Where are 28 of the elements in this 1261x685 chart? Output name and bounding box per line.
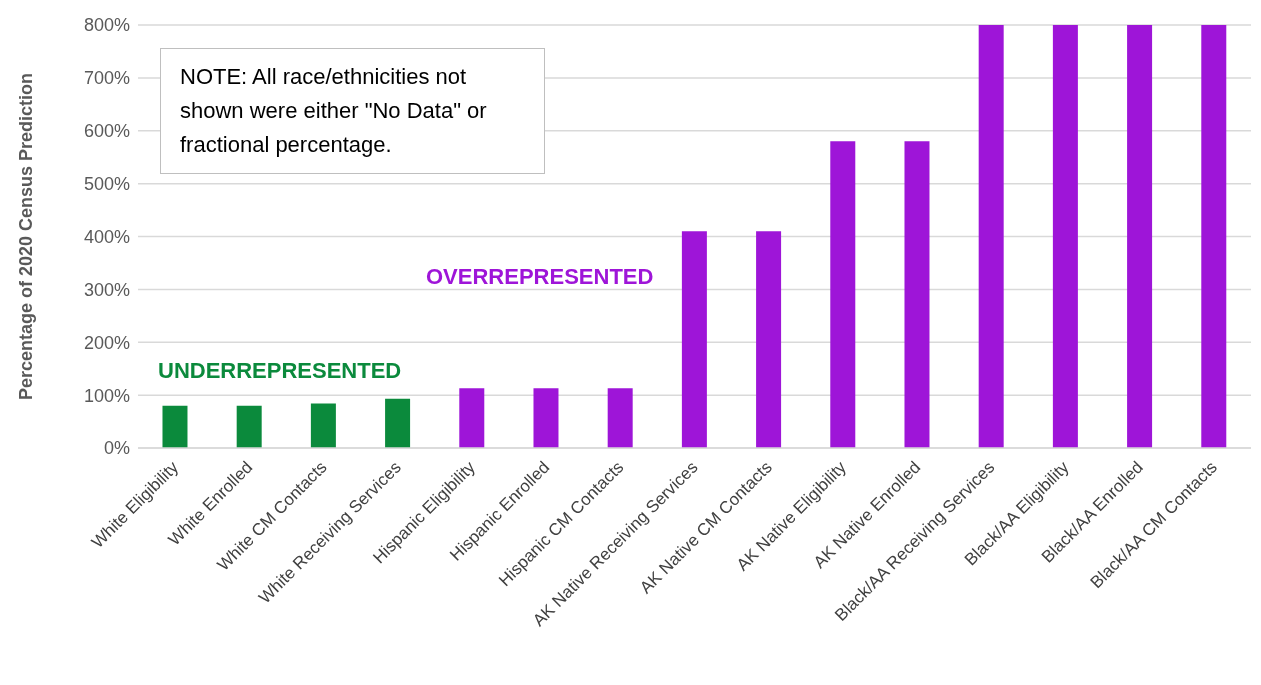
bar xyxy=(830,141,856,448)
y-axis-title: Percentage of 2020 Census Prediction xyxy=(16,72,37,401)
bar xyxy=(385,398,411,448)
annotation: UNDERREPRESENTED xyxy=(158,358,402,384)
y-tick-label: 600% xyxy=(83,121,130,142)
bar xyxy=(533,388,559,448)
annotation: OVERREPRESENTED xyxy=(426,264,654,290)
bar xyxy=(1201,25,1227,448)
bar xyxy=(1127,25,1153,448)
y-tick-label: 0% xyxy=(103,438,130,459)
bar xyxy=(162,405,188,448)
bar xyxy=(904,141,930,448)
y-tick-label: 300% xyxy=(83,279,130,300)
bar xyxy=(459,388,485,448)
y-tick-label: 500% xyxy=(83,174,130,195)
bar xyxy=(978,25,1004,448)
bar xyxy=(236,405,262,448)
y-tick-label: 700% xyxy=(83,68,130,89)
bar xyxy=(756,231,782,448)
annotation: NOTE: All race/ethnicities not shown were either "No Data" or fractional percentage. xyxy=(180,63,488,159)
y-tick-label: 800% xyxy=(83,15,130,36)
y-tick-label: 100% xyxy=(83,385,130,406)
bar xyxy=(607,388,633,448)
bar xyxy=(1052,25,1078,448)
y-tick-label: 200% xyxy=(83,332,130,353)
y-tick-label: 400% xyxy=(83,226,130,247)
bar xyxy=(681,231,707,448)
bar xyxy=(310,403,336,448)
